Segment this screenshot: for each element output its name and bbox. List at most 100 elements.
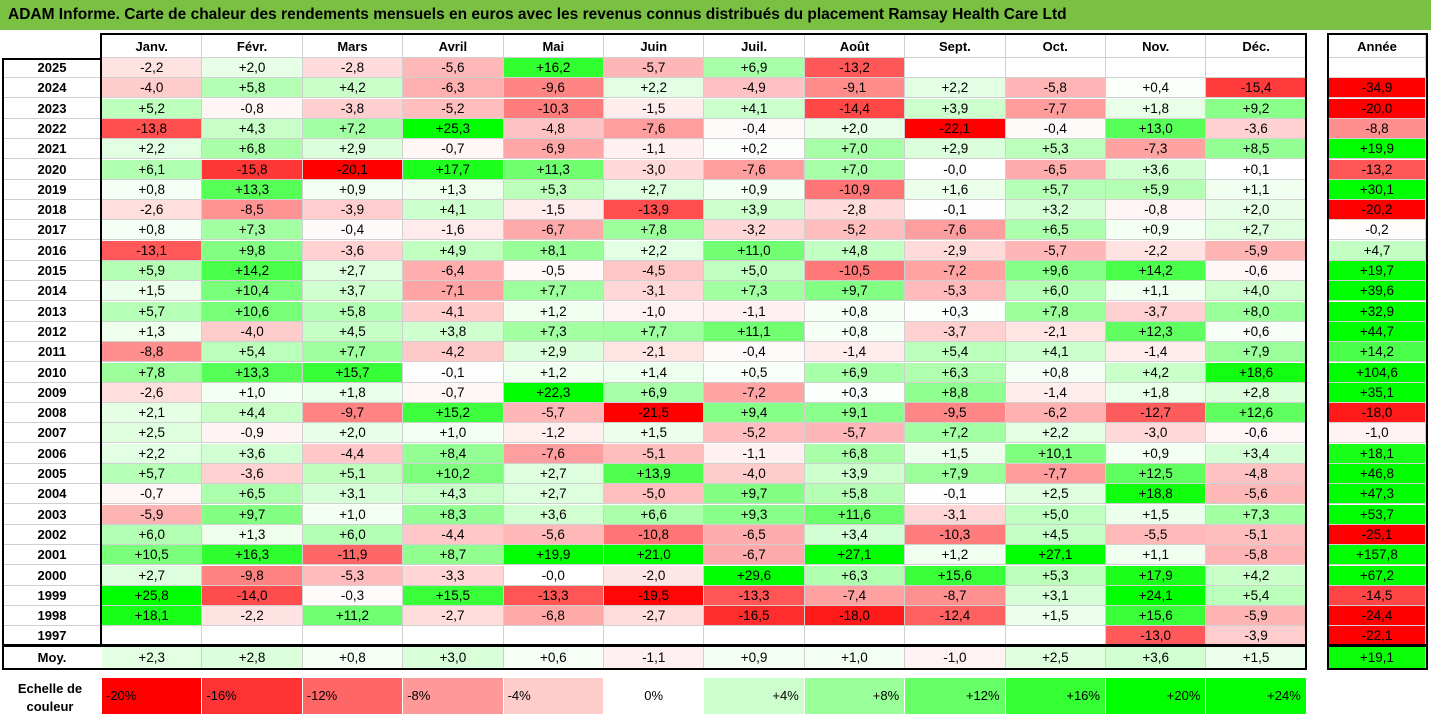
month-header-cell: Août	[804, 35, 906, 58]
heatmap-cell	[905, 58, 1006, 78]
heatmap-cell: -2,2	[202, 606, 303, 627]
heatmap-cell: -5,5	[1106, 524, 1207, 545]
heatmap-cell: +5,0	[1005, 504, 1106, 525]
heatmap-cell: +1,2	[503, 301, 604, 322]
annual-header-cell: Année	[1329, 35, 1426, 58]
heatmap-cell: +4,5	[302, 321, 404, 342]
heatmap-cell: +1,0	[202, 382, 303, 403]
heatmap-cell: -1,4	[804, 342, 906, 363]
heatmap-cell: +14,2	[1106, 261, 1207, 281]
heatmap-cell: +9,2	[1206, 98, 1307, 119]
heatmap-cell: +8,0	[1206, 301, 1307, 322]
heatmap-cell: -5,3	[302, 565, 404, 586]
heatmap-cell: +9,8	[202, 240, 303, 261]
heatmap-cell: -5,0	[604, 484, 705, 505]
heatmap-cell: -20,1	[302, 159, 404, 180]
heatmap-cell: +0,8	[102, 179, 203, 200]
heatmap-cell: +9,7	[202, 504, 303, 525]
heatmap-cell: +3,6	[503, 504, 604, 525]
heatmap-cell: +7,7	[503, 281, 604, 302]
heatmap-cell: +2,7	[102, 565, 203, 586]
heatmap-cell: -7,6	[905, 220, 1006, 241]
heatmap-cell: +8,1	[503, 240, 604, 261]
heatmap-cell: +11,1	[704, 321, 805, 342]
heatmap-cell: +5,1	[302, 464, 404, 484]
year-label: 2012	[4, 322, 100, 342]
heatmap-cell: -4,5	[604, 261, 705, 281]
annual-cell: +53,7	[1329, 504, 1426, 525]
year-label: 2003	[4, 505, 100, 525]
heatmap-cell: +2,0	[804, 118, 906, 139]
year-label: 2006	[4, 444, 100, 464]
heatmap-cell: +1,5	[102, 281, 203, 302]
heatmap-cell: +5,3	[503, 179, 604, 200]
heatmap-cell: +2,5	[102, 423, 203, 444]
heatmap-cell: +4,4	[202, 403, 303, 424]
heatmap-cell: +0,8	[1005, 362, 1106, 383]
year-label: 2000	[4, 566, 100, 586]
heatmap-cell: -1,0	[604, 301, 705, 322]
annual-cell: +32,9	[1329, 301, 1426, 322]
heatmap-cell: -4,9	[704, 78, 805, 99]
heatmap-cell: +9,7	[704, 484, 805, 505]
annual-cell: +19,7	[1329, 261, 1426, 281]
legend-swatch: 0%	[604, 678, 705, 714]
heatmap-cell: +6,5	[202, 484, 303, 505]
heatmap-cell: -1,6	[403, 220, 504, 241]
heatmap-cell: +3,9	[704, 200, 805, 221]
heatmap-cell: +7,0	[804, 159, 906, 180]
heatmap-cell: +7,2	[302, 118, 404, 139]
heatmap-cell: -5,2	[704, 423, 805, 444]
annual-cell	[1329, 58, 1426, 78]
heatmap-cell: +2,5	[1005, 484, 1106, 505]
heatmap-cell: -10,8	[604, 524, 705, 545]
heatmap-cell: +16,3	[202, 545, 303, 566]
heatmap-cell: -3,7	[1106, 301, 1207, 322]
heatmap-cell: -6,7	[503, 220, 604, 241]
heatmap-cell: -0,0	[503, 565, 604, 586]
heatmap-cell: -0,4	[704, 118, 805, 139]
heatmap-cell: +7,2	[905, 423, 1006, 444]
heatmap-cell: +6,9	[604, 382, 705, 403]
legend-swatch: +16%	[1005, 678, 1106, 714]
heatmap-cell: +5,4	[905, 342, 1006, 363]
heatmap-cell: +4,1	[704, 98, 805, 119]
average-cell: +0,6	[503, 647, 604, 669]
annual-cell: -24,4	[1329, 606, 1426, 627]
heatmap-cell: -1,5	[604, 98, 705, 119]
heatmap-cell: -2,8	[302, 58, 404, 78]
month-header-cell: Oct.	[1005, 35, 1106, 58]
heatmap-cell: +2,7	[1206, 220, 1307, 241]
heatmap-cell: -1,2	[503, 423, 604, 444]
heatmap-cell: +5,9	[1106, 179, 1207, 200]
annual-cell: -14,5	[1329, 585, 1426, 606]
heatmap-cell: +2,1	[102, 403, 203, 424]
average-row-frame	[2, 645, 1307, 670]
legend-swatch: -12%	[302, 678, 404, 714]
month-header-cell: Janv.	[102, 35, 203, 58]
heatmap-cell: -16,5	[704, 606, 805, 627]
heatmap-cell: +2,2	[102, 443, 203, 464]
heatmap-cell: -2,2	[1106, 240, 1207, 261]
heatmap-cell: +0,9	[302, 179, 404, 200]
heatmap-cell: +5,8	[202, 78, 303, 99]
heatmap-cell: -21,5	[604, 403, 705, 424]
heatmap-cell: +6,8	[202, 139, 303, 160]
heatmap-cell: -3,2	[704, 220, 805, 241]
heatmap-cell: +1,5	[905, 443, 1006, 464]
annual-frame	[1327, 33, 1428, 646]
heatmap-cell: -5,1	[1206, 524, 1307, 545]
heatmap-cell: -13,2	[804, 58, 906, 78]
heatmap-cell: +6,0	[102, 524, 203, 545]
heatmap-cell: -1,1	[704, 443, 805, 464]
heatmap-cell: +6,5	[1005, 220, 1106, 241]
heatmap-cell: -13,1	[102, 240, 203, 261]
average-cell: +3,0	[403, 647, 504, 669]
heatmap-cell: +2,9	[503, 342, 604, 363]
heatmap-cell: +12,3	[1106, 321, 1207, 342]
heatmap-cell: +0,2	[704, 139, 805, 160]
heatmap-cell: +0,4	[1106, 78, 1207, 99]
heatmap-cell: +2,0	[302, 423, 404, 444]
annual-cell: -34,9	[1329, 78, 1426, 99]
year-label: 2001	[4, 545, 100, 566]
